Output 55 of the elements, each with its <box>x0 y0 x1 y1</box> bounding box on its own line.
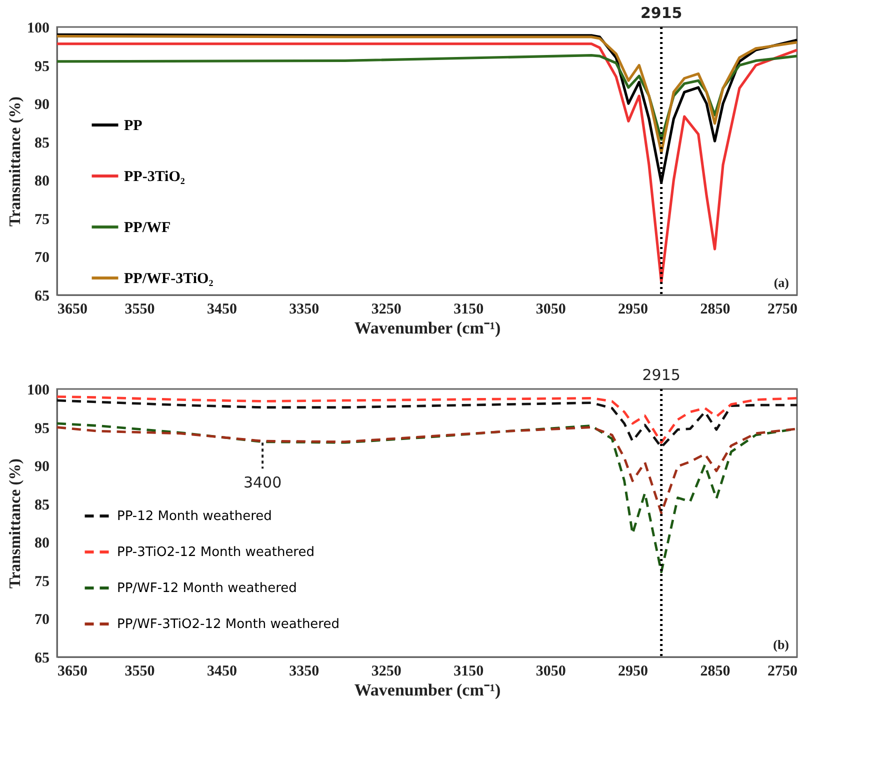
y-tick-label: 70 <box>34 250 50 266</box>
x-tick-label: 2850 <box>700 302 730 318</box>
line-series <box>56 422 798 574</box>
line-series <box>56 34 798 154</box>
x-tick-label: 3650 <box>58 302 88 318</box>
legend-label: PP/WF-12 Month weathered <box>117 581 297 596</box>
x-tick-label: 3150 <box>454 302 484 318</box>
y-tick-label: 80 <box>34 536 50 552</box>
x-tick-label: 3650 <box>58 664 88 680</box>
annotation: (b) <box>773 637 789 652</box>
y-tick-label: 65 <box>34 650 50 666</box>
y-tick-label: 75 <box>34 212 50 228</box>
x-axis-title: Wavenumber (cm⁻¹) <box>354 680 501 700</box>
x-tick-label: 3150 <box>454 664 484 680</box>
x-tick-label: 3350 <box>289 302 320 318</box>
legend-label: PP-3TiO₂ <box>124 169 186 186</box>
x-tick-label: 2850 <box>700 664 730 680</box>
y-tick-label: 90 <box>34 459 50 476</box>
x-tick-label: 3450 <box>206 664 237 680</box>
y-tick-label: 95 <box>34 420 50 437</box>
y-tick-label: 75 <box>34 574 50 590</box>
x-tick-label: 3550 <box>124 302 155 318</box>
x-tick-label: 3250 <box>371 302 402 318</box>
legend-label: PP-3TiO2-12 Month weathered <box>117 545 314 560</box>
legend-label: PP <box>124 118 142 134</box>
x-tick-label: 3050 <box>536 664 566 680</box>
y-tick-label: 100 <box>27 382 50 398</box>
annotation: (a) <box>774 275 789 290</box>
y-tick-label: 85 <box>34 135 50 152</box>
y-tick-label: 70 <box>34 612 50 628</box>
x-tick-label: 2950 <box>618 302 648 318</box>
annotation: 3400 <box>243 474 282 492</box>
x-tick-label: 3450 <box>206 302 237 318</box>
legend-label: PP-12 Month weathered <box>117 509 272 524</box>
y-axis-title: Transmittance (%) <box>7 96 24 226</box>
y-tick-label: 100 <box>27 20 50 36</box>
legend-label: PP/WF-3TiO₂ <box>124 271 214 288</box>
x-tick-label: 3250 <box>371 664 402 680</box>
y-tick-label: 65 <box>34 288 50 304</box>
ref-line-label: 2915 <box>640 4 682 22</box>
y-axis-title: Transmittance (%) <box>7 458 24 588</box>
y-tick-label: 80 <box>34 174 50 190</box>
ref-line-label: 2915 <box>642 366 680 384</box>
legend-label: PP/WF-3TiO2-12 Month weathered <box>117 617 340 632</box>
y-tick-label: 95 <box>34 58 50 75</box>
x-tick-label: 3050 <box>536 302 566 318</box>
x-tick-label: 2950 <box>618 664 648 680</box>
x-axis-title: Wavenumber (cm⁻¹) <box>354 318 501 338</box>
legend-label: PP/WF <box>124 220 171 236</box>
x-tick-label: 3350 <box>289 664 320 680</box>
x-tick-label: 3550 <box>124 664 155 680</box>
x-tick-label: 2750 <box>768 302 798 318</box>
x-tick-label: 2750 <box>768 664 798 680</box>
y-tick-label: 90 <box>34 97 50 114</box>
y-tick-label: 85 <box>34 497 50 514</box>
